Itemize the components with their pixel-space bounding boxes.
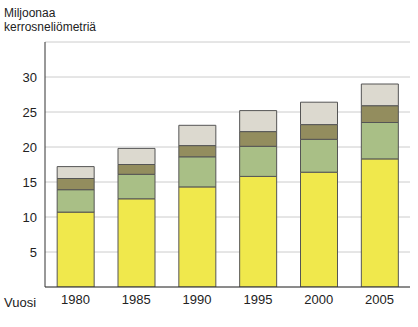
svg-text:30: 30 xyxy=(23,70,37,85)
svg-text:1990: 1990 xyxy=(183,292,212,307)
svg-text:20: 20 xyxy=(23,140,37,155)
svg-text:15: 15 xyxy=(23,175,37,190)
svg-text:2005: 2005 xyxy=(365,292,394,307)
svg-text:10: 10 xyxy=(23,210,37,225)
svg-text:1980: 1980 xyxy=(61,292,90,307)
svg-text:1985: 1985 xyxy=(122,292,151,307)
svg-text:25: 25 xyxy=(23,105,37,120)
svg-text:1995: 1995 xyxy=(243,292,272,307)
svg-text:5: 5 xyxy=(30,245,37,260)
html-text:Vuosi: Vuosi xyxy=(4,295,36,310)
html-text:Miljoonaa kerrosneliömetriä: Miljoonaa kerrosneliömetriä xyxy=(4,6,96,34)
svg-text:2000: 2000 xyxy=(304,292,333,307)
